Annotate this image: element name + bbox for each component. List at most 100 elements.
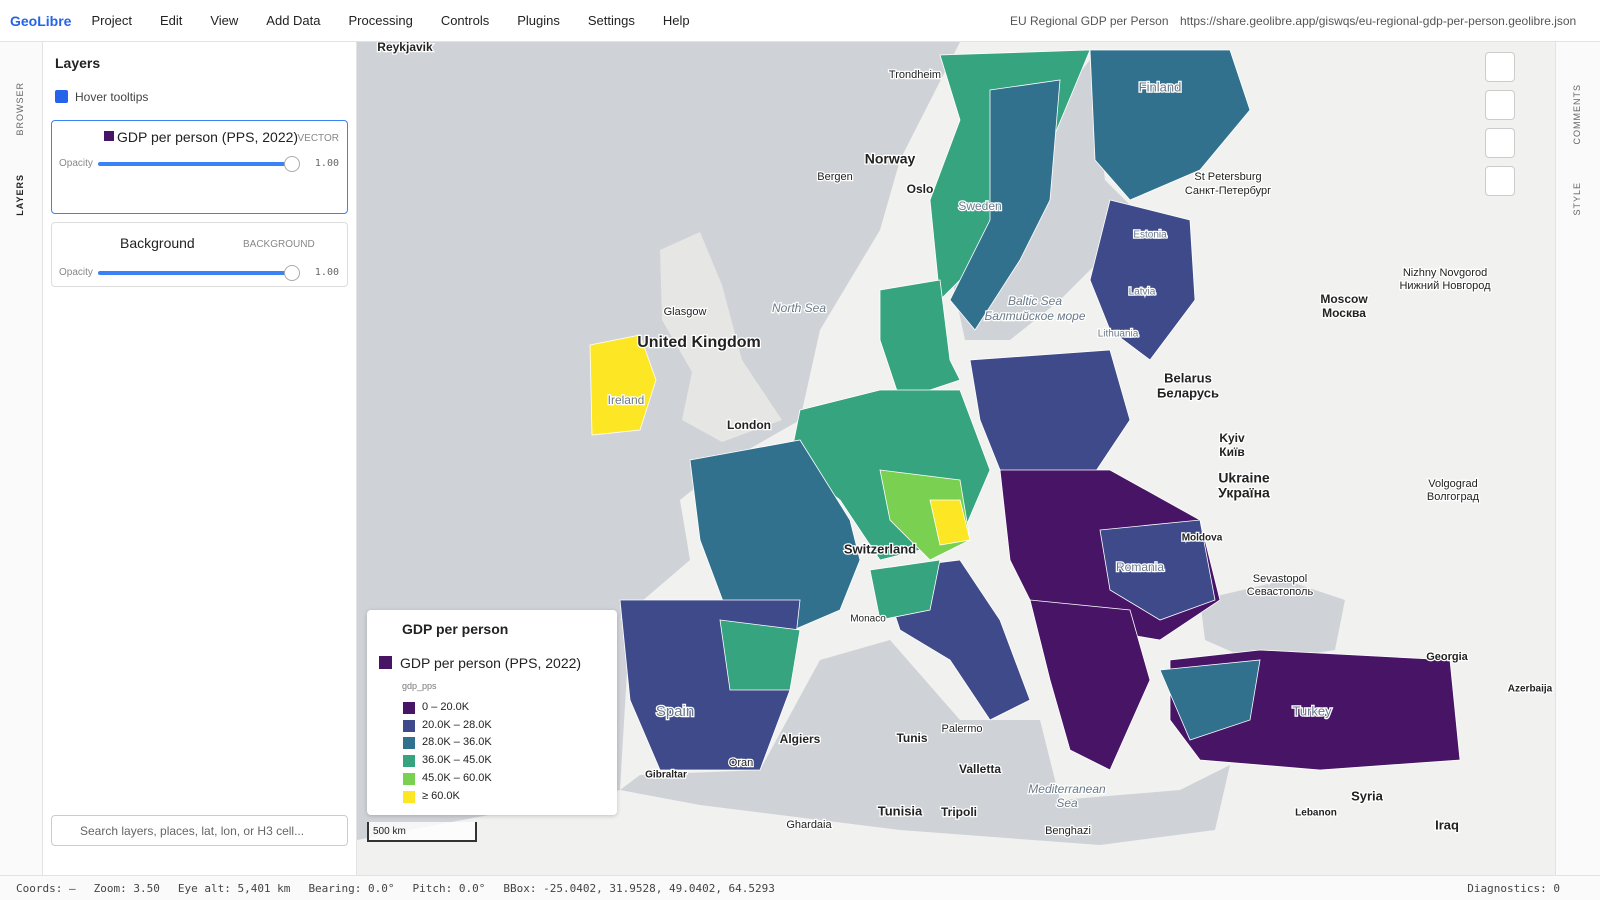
map-label: Switzerland	[844, 541, 916, 556]
rail-tab[interactable]: BROWSER	[15, 82, 25, 136]
menu-item[interactable]: Add Data	[266, 13, 321, 28]
menu-item[interactable]: Project	[91, 13, 132, 28]
legend-title[interactable]: GDP per person	[402, 621, 509, 637]
map-label: Estonia	[1133, 230, 1167, 241]
menu-item[interactable]: Controls	[440, 13, 490, 28]
legend-swatch	[403, 737, 415, 750]
map-label: Bergen	[817, 171, 852, 183]
map-label: Norway	[865, 151, 916, 167]
map-label: Ghardaia	[786, 819, 832, 831]
map-label: Sweden	[958, 199, 1001, 213]
sea	[620, 640, 1230, 845]
map-label: Lebanon	[1295, 808, 1337, 819]
opacity-slider[interactable]	[98, 271, 288, 275]
fullscreen-button[interactable]	[1485, 52, 1515, 82]
legend-layer-swatch	[379, 656, 392, 669]
app-name[interactable]: GeoLibre	[10, 12, 72, 29]
map-label: Ireland	[608, 393, 645, 407]
map-label: Finland	[1139, 79, 1182, 94]
rail-tab[interactable]: LAYERS	[15, 174, 25, 216]
opacity-label: Opacity	[59, 267, 93, 278]
status-item: BBox: -25.0402, 31.9528, 49.0402, 64.529…	[503, 881, 775, 895]
map-label: Севастополь	[1247, 586, 1314, 598]
map-label: Volgograd	[1428, 478, 1478, 490]
map-label: Spain	[656, 703, 694, 720]
region	[589, 334, 657, 436]
slider-knob[interactable]	[284, 265, 300, 281]
map-label: Балтийское море	[984, 309, 1085, 323]
map-label: London	[727, 418, 771, 432]
map-label: Benghazi	[1045, 825, 1091, 837]
map-label: North Sea	[772, 301, 826, 315]
menu-item[interactable]: Help	[662, 13, 690, 28]
map-label: Monaco	[850, 614, 886, 625]
legend-label: 45.0K – 60.0K	[422, 771, 492, 784]
map-label: Reykjavik	[377, 42, 433, 54]
map-label: Sevastopol	[1253, 573, 1307, 585]
share-url[interactable]: https://share.geolibre.app/giswqs/eu-reg…	[1180, 14, 1577, 28]
legend-swatch	[403, 702, 415, 714]
region	[929, 499, 971, 546]
map-label: Москва	[1322, 306, 1366, 320]
map-label: Oslo	[907, 182, 934, 196]
region	[869, 559, 941, 621]
map-label: Turkey	[1292, 703, 1332, 718]
right-rail: COMMENTS STYLE	[1555, 42, 1600, 875]
menu-item[interactable]: Plugins	[517, 13, 560, 28]
layer-card[interactable]: Background BACKGROUND Opacity 1.00	[51, 222, 348, 287]
sea	[357, 42, 960, 620]
status-item: Zoom: 3.50	[93, 881, 160, 895]
map-label: Valletta	[959, 762, 1001, 776]
map-label: Gibraltar	[645, 770, 687, 781]
map-label: Romania	[1116, 560, 1164, 574]
checkbox[interactable]	[55, 90, 68, 103]
legend-swatch	[403, 719, 415, 732]
status-item: Bearing: 0.0°	[308, 881, 395, 895]
status-item: Pitch: 0.0°	[412, 881, 486, 895]
region	[949, 79, 1061, 331]
map-label: Беларусь	[1157, 385, 1219, 400]
region	[689, 439, 861, 641]
menu-item[interactable]: Settings	[587, 13, 635, 28]
legend-label: 36.0K – 45.0K	[422, 754, 492, 767]
map-label: Lithuania	[1098, 329, 1139, 340]
layer-name: GDP per person (PPS, 2022)	[117, 129, 299, 145]
map-label: Algiers	[780, 732, 821, 746]
map-label: St Petersburg	[1194, 171, 1261, 183]
layers-button[interactable]	[1485, 166, 1515, 196]
map-label: Baltic Sea	[1008, 294, 1062, 308]
layer-swatch	[104, 131, 114, 141]
legend-field: gdp_pps	[402, 681, 437, 691]
rail-tab[interactable]: STYLE	[1572, 182, 1582, 216]
panel-title: Layers	[55, 55, 101, 71]
compass-button[interactable]	[1485, 90, 1515, 120]
menu-item[interactable]: View	[210, 13, 239, 28]
menu-item[interactable]: Processing	[348, 13, 413, 28]
map-label: Україна	[1218, 485, 1270, 501]
legend-swatch	[403, 790, 415, 803]
globe-button[interactable]	[1485, 128, 1515, 158]
rail-tab[interactable]: COMMENTS	[1572, 84, 1582, 145]
layer-kind: VECTOR	[297, 133, 340, 144]
opacity-slider[interactable]	[98, 162, 288, 166]
legend-label: ≥ 60.0K	[422, 789, 460, 802]
region	[879, 279, 961, 401]
region	[1099, 519, 1216, 621]
map-label: Tripoli	[941, 805, 977, 819]
region	[1089, 199, 1196, 361]
legend-label: 20.0K – 28.0K	[422, 718, 492, 731]
layer-card[interactable]: GDP per person (PPS, 2022) VECTOR Opacit…	[51, 120, 348, 214]
layers-panel: Layers Hover tooltips GDP per person (PP…	[43, 42, 357, 875]
map-label: Iraq	[1435, 817, 1459, 832]
map-label: Georgia	[1426, 651, 1468, 663]
scale-bar: 500 km	[367, 822, 477, 842]
map-label: Nizhny Novgorod	[1403, 267, 1487, 279]
status-item: Eye alt: 5,401 km	[177, 881, 291, 895]
legend-swatch	[403, 755, 415, 768]
menu-item[interactable]: Edit	[159, 13, 183, 28]
legend-layer: GDP per person (PPS, 2022)	[400, 655, 582, 671]
search-box[interactable]: Search layers, places, lat, lon, or H3 c…	[51, 815, 348, 846]
slider-knob[interactable]	[284, 156, 300, 172]
region	[1089, 49, 1251, 201]
map-label: Palermo	[942, 723, 983, 735]
